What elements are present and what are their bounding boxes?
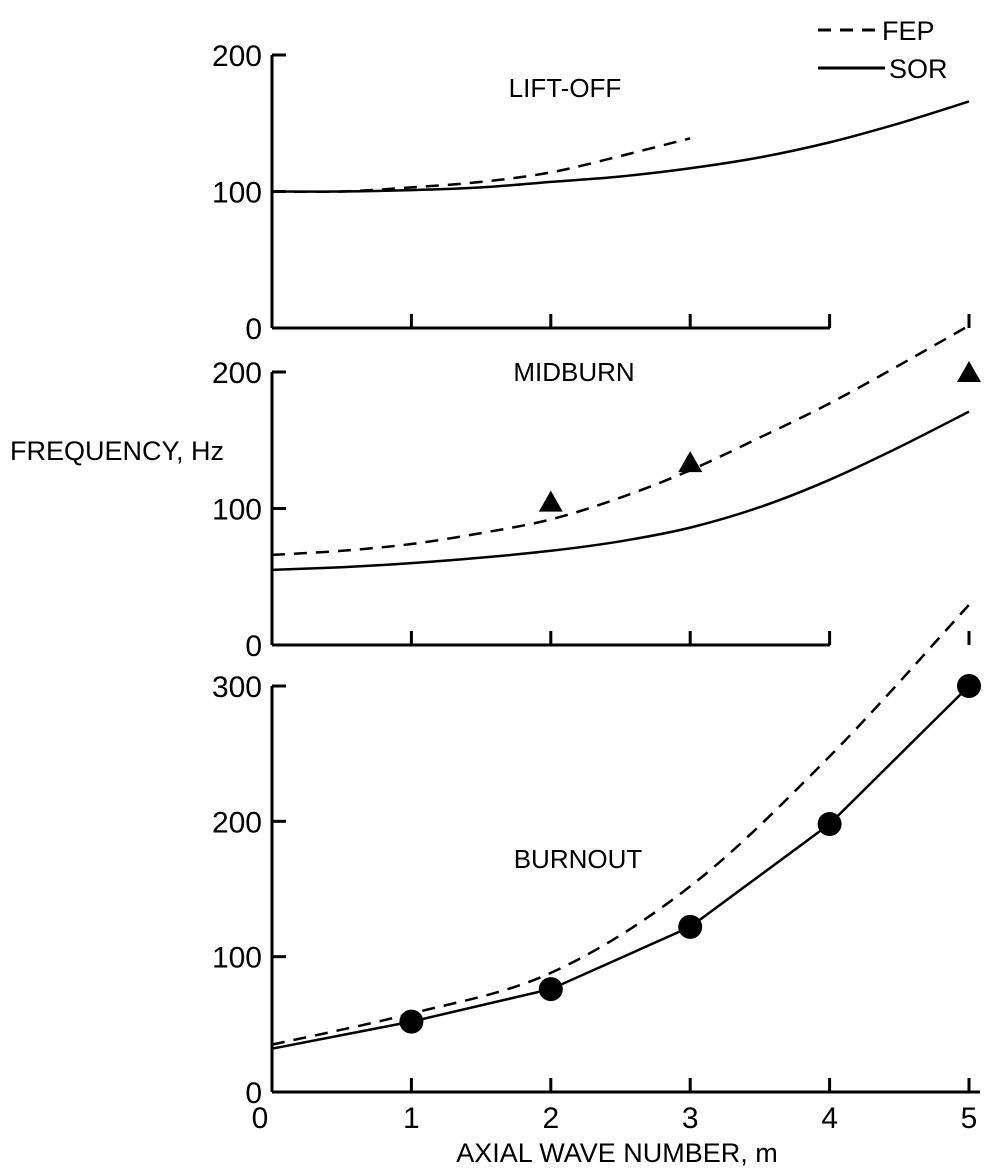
panel-title: LIFT-OFF: [509, 73, 622, 103]
series-sor-line: [271, 685, 970, 1050]
series-sor-line: [271, 410, 970, 572]
legend-sor-label: SOR: [889, 54, 948, 84]
x-tick-label: 2: [542, 1102, 559, 1135]
data-point-circle: [957, 674, 981, 698]
data-point-circle: [678, 914, 703, 939]
data-point-circle: [817, 812, 842, 837]
panel-title: MIDBURN: [513, 357, 634, 387]
legend: FEP SOR: [818, 16, 948, 84]
panel-1: 0 100 200 MIDBURN: [212, 324, 981, 663]
x-tick-label: 4: [821, 1102, 838, 1135]
series-sor-line: [271, 100, 970, 193]
data-point-triangle: [678, 451, 703, 473]
x-tick-label: 0: [252, 1102, 269, 1135]
y-tick-label: 200: [212, 806, 262, 839]
y-tick-label: 0: [245, 1077, 262, 1110]
y-tick-label: 0: [245, 630, 262, 663]
data-point-circle: [538, 977, 563, 1002]
panel-0: 0 100 200 LIFT-OFF: [212, 40, 971, 346]
data-point-triangle: [538, 490, 563, 512]
y-tick-label: 100: [212, 942, 262, 975]
y-tick-label: 200: [212, 40, 262, 73]
y-tick-label: 200: [212, 357, 262, 390]
data-point-circle: [399, 1009, 424, 1034]
series-fep-line: [271, 137, 691, 194]
x-axis-label: AXIAL WAVE NUMBER, m: [456, 1138, 778, 1168]
panel-title: BURNOUT: [514, 844, 643, 874]
series-fep-line: [271, 603, 970, 1046]
series-fep-line: [271, 324, 970, 557]
x-tick-label: 3: [682, 1102, 699, 1135]
y-axis-label: FREQUENCY, Hz: [10, 436, 224, 466]
y-tick-label: 0: [245, 313, 262, 346]
y-tick-label: 100: [212, 177, 262, 210]
y-tick-label: 300: [212, 671, 262, 704]
x-tick-label: 1: [403, 1102, 420, 1135]
y-tick-label: 100: [212, 494, 262, 527]
x-tick-label: 5: [961, 1102, 978, 1135]
legend-fep-label: FEP: [882, 16, 935, 46]
panel-2: 0 100 200 300 0 1 2 3 4 5 BURNOUT: [212, 603, 981, 1135]
data-point-triangle: [957, 361, 981, 382]
